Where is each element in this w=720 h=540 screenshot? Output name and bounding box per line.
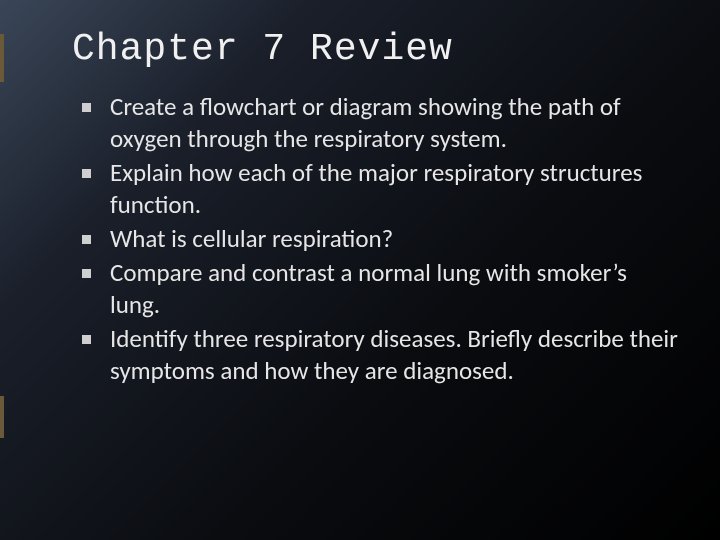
accent-bar-top <box>0 34 4 82</box>
bullet-item: Identify three respiratory diseases. Bri… <box>80 323 680 387</box>
bullet-item: Explain how each of the major respirator… <box>80 157 680 221</box>
slide-title: Chapter 7 Review <box>72 28 680 71</box>
slide-container: Chapter 7 Review Create a flowchart or d… <box>0 0 720 429</box>
bullet-list: Create a flowchart or diagram showing th… <box>72 91 680 387</box>
bullet-item: Compare and contrast a normal lung with … <box>80 257 680 321</box>
accent-bar-bottom <box>0 396 4 438</box>
bullet-item: Create a flowchart or diagram showing th… <box>80 91 680 155</box>
bullet-item: What is cellular respiration? <box>80 223 680 255</box>
